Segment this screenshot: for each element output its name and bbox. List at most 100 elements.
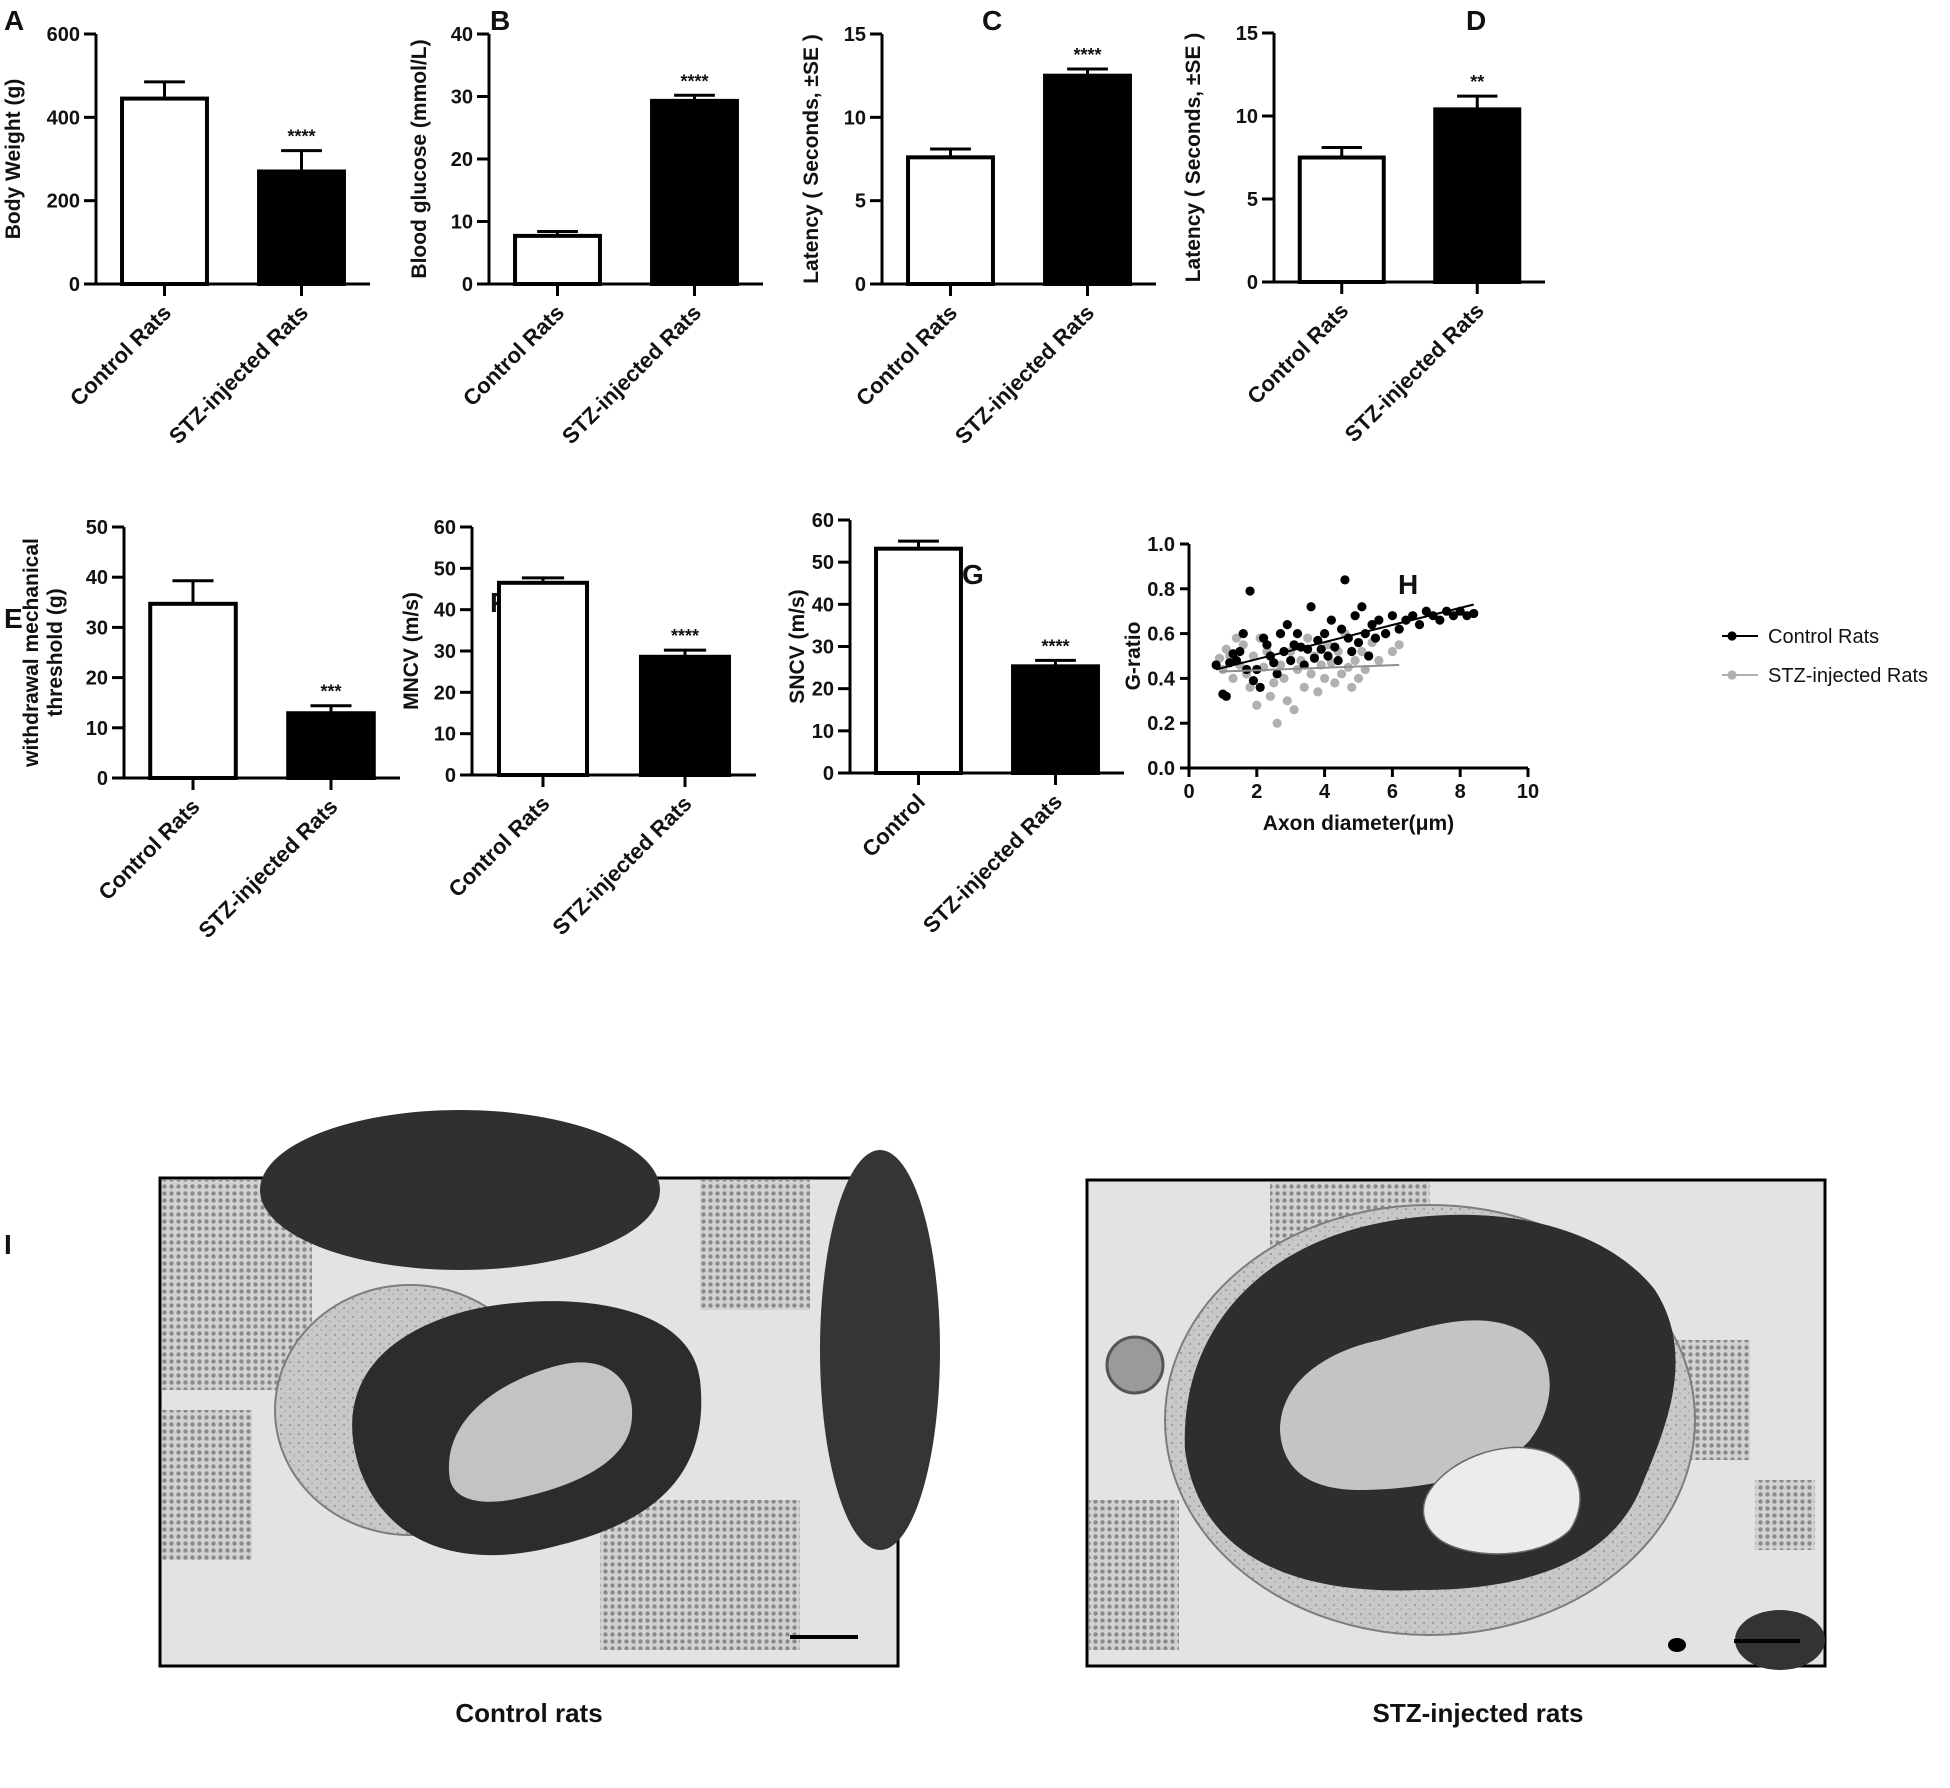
stz-data-point — [1336, 669, 1347, 679]
control-data-point — [1299, 660, 1309, 670]
bar — [1043, 73, 1132, 286]
control-data-point — [1435, 615, 1445, 625]
x-tick-label: 0 — [1183, 781, 1194, 803]
y-tick-label: 20 — [86, 668, 108, 690]
chart-f-mncv: 0 10 20 30 40 50 60 MNCV (m/s) Control Rats **** S… — [400, 517, 756, 940]
stz-data-point — [1299, 682, 1309, 692]
x-category-label: Control Rats — [458, 300, 569, 411]
stz-data-point — [1279, 673, 1289, 684]
x-category-label: Control Rats — [1242, 298, 1353, 409]
control-data-point — [1245, 586, 1255, 596]
stz-data-point — [1289, 705, 1299, 715]
significance-label: **** — [287, 127, 315, 147]
y-tick-label: 60 — [812, 510, 834, 532]
x-tick-label: 8 — [1455, 781, 1466, 803]
control-data-point — [1408, 611, 1418, 621]
y-tick-label: 40 — [86, 567, 108, 589]
bar — [1433, 107, 1522, 284]
control-data-point — [1248, 676, 1259, 686]
stz-data-point — [1347, 682, 1357, 692]
bar — [286, 711, 376, 781]
y-tick-label: 10 — [434, 724, 456, 746]
control-data-point — [1235, 646, 1245, 657]
y-tick-label: 30 — [86, 617, 108, 639]
y-axis-label: G-ratio — [1122, 622, 1145, 691]
legend-marker — [1727, 631, 1737, 641]
control-data-point — [1326, 615, 1336, 625]
stz-data-point — [1313, 687, 1323, 697]
stz-data-point — [1350, 655, 1360, 666]
y-tick-label: 30 — [812, 637, 834, 659]
stz-data-point — [1303, 633, 1313, 643]
y-tick-label: 10 — [451, 212, 473, 234]
chart-h-g-ratio-scatter: 0.0 0.2 0.4 0.6 0.8 1.0 0 2 4 6 8 10 G-ratio Axon dia… — [1122, 534, 1928, 835]
control-data-point — [1262, 640, 1272, 650]
y-axis-label: SNCV (m/s) — [786, 589, 809, 703]
x-category-label: Control Rats — [444, 791, 555, 902]
x-category-label: STZ-injected Rats — [164, 300, 313, 449]
y-tick-label: 10 — [812, 721, 834, 743]
x-category-label: STZ-injected Rats — [557, 300, 706, 449]
control-data-point — [1242, 664, 1252, 675]
bar — [120, 96, 209, 287]
y-tick-label: 0 — [855, 274, 866, 296]
control-data-point — [1340, 575, 1350, 585]
x-axis-label: Axon diameter(μm) — [1263, 812, 1454, 835]
control-data-point — [1309, 653, 1320, 663]
control-data-point — [1421, 606, 1431, 616]
x-category-label: STZ-injected Rats — [918, 789, 1067, 938]
stz-data-point — [1320, 673, 1330, 684]
legend-label: Control Rats — [1768, 626, 1879, 648]
control-data-point — [1347, 646, 1357, 657]
significance-label: **** — [1073, 45, 1101, 65]
x-category-label: Control Rats — [65, 300, 176, 411]
panel-label-i: I — [4, 1229, 12, 1260]
y-tick-label: 0 — [1247, 272, 1258, 294]
y-axis-label: withdrawal mechanical — [20, 538, 43, 768]
control-data-point — [1323, 651, 1333, 661]
control-data-point — [1381, 629, 1391, 639]
legend-marker — [1727, 670, 1737, 680]
control-data-point — [1370, 633, 1381, 643]
y-axis-label: Latency ( Seconds, ±SE ) — [800, 34, 823, 284]
x-tick-label: 6 — [1387, 781, 1398, 803]
stz-data-point — [1394, 640, 1404, 650]
y-tick-label: 20 — [451, 149, 473, 171]
x-tick-label: 2 — [1251, 781, 1262, 803]
control-data-point — [1367, 620, 1377, 630]
significance-label: ** — [1470, 72, 1484, 92]
bar — [257, 169, 346, 286]
y-tick-label: 5 — [855, 191, 866, 213]
stz-data-point — [1231, 633, 1242, 643]
stz-data-point — [1353, 673, 1364, 684]
panel-label-h: H — [1398, 569, 1418, 600]
control-data-point — [1353, 637, 1364, 648]
y-tick-label: 0.6 — [1147, 624, 1175, 646]
y-tick-label: 1.0 — [1147, 534, 1175, 556]
panel-label-e: E — [4, 603, 23, 634]
x-category-label: Control Rats — [94, 794, 205, 905]
stz-data-point — [1269, 678, 1279, 688]
stz-fit-line — [1219, 663, 1400, 673]
control-data-point — [1320, 629, 1330, 639]
y-tick-label: 0 — [97, 768, 108, 790]
bar — [638, 654, 732, 778]
y-tick-label: 40 — [812, 594, 834, 616]
control-data-point — [1448, 611, 1459, 621]
stz-data-point — [1228, 673, 1238, 684]
chart-c-latency: 0 5 10 15 Latency ( Seconds, ±SE ) Control Ra… — [800, 24, 1156, 449]
control-data-point — [1269, 658, 1279, 668]
control-data-point — [1414, 620, 1425, 630]
panel-label-g: G — [962, 559, 984, 590]
y-tick-label: 0.8 — [1147, 579, 1175, 601]
y-tick-label: 200 — [47, 191, 80, 213]
x-category-label: Control Rats — [851, 300, 962, 411]
bar — [513, 233, 602, 286]
stz-data-point — [1330, 678, 1340, 688]
x-category-label: STZ-injected Rats — [547, 791, 696, 940]
y-tick-label: 400 — [47, 107, 80, 129]
significance-label: **** — [671, 626, 699, 646]
control-data-point — [1211, 660, 1221, 670]
significance-label: **** — [1041, 636, 1069, 656]
legend-label: STZ-injected Rats — [1768, 665, 1928, 687]
